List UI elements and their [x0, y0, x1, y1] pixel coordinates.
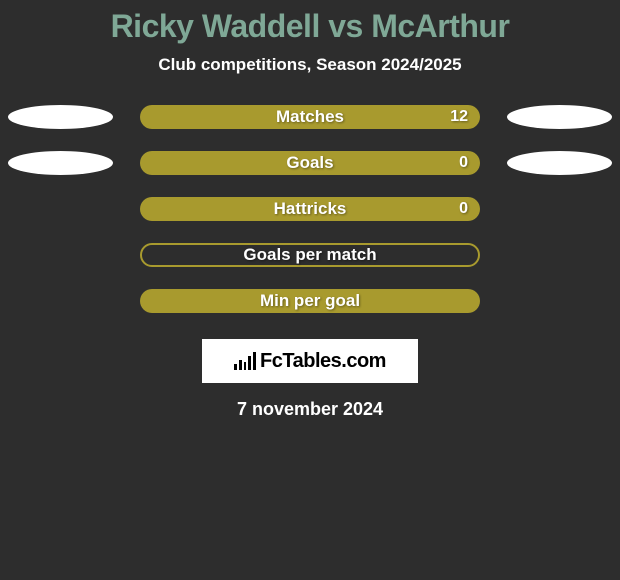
logo-bar [244, 362, 247, 370]
logo-bar [253, 352, 256, 370]
stat-label: Goals per match [243, 245, 376, 265]
player-right-marker [507, 151, 612, 175]
stat-value: 0 [459, 200, 468, 218]
player-right-marker [507, 105, 612, 129]
logo-bar [234, 364, 237, 370]
stat-label: Matches [276, 107, 344, 127]
stat-rows: Matches 12 Goals 0 Hattricks 0 Goals per match… [0, 105, 620, 313]
stat-label: Hattricks [274, 199, 347, 219]
stat-value: 0 [459, 154, 468, 172]
stat-bar: Goals per match [140, 243, 480, 267]
stat-label: Goals [286, 153, 333, 173]
date-label: 7 november 2024 [0, 399, 620, 420]
subtitle: Club competitions, Season 2024/2025 [0, 55, 620, 75]
stat-row: Min per goal [0, 289, 620, 313]
stat-label: Min per goal [260, 291, 360, 311]
stat-bar: Hattricks 0 [140, 197, 480, 221]
comparison-widget: Ricky Waddell vs McArthur Club competiti… [0, 0, 620, 420]
chart-icon [234, 352, 256, 370]
logo-bar [239, 360, 242, 370]
stat-value: 12 [450, 108, 468, 126]
stat-bar: Goals 0 [140, 151, 480, 175]
player-left-marker [8, 151, 113, 175]
logo-bar [248, 356, 251, 370]
page-title: Ricky Waddell vs McArthur [0, 8, 620, 45]
player-left-marker [8, 105, 113, 129]
stat-row: Hattricks 0 [0, 197, 620, 221]
stat-bar: Matches 12 [140, 105, 480, 129]
logo-box: FcTables.com [202, 339, 418, 383]
stat-row: Matches 12 [0, 105, 620, 129]
logo-text: FcTables.com [260, 350, 386, 373]
stat-row: Goals 0 [0, 151, 620, 175]
stat-row: Goals per match [0, 243, 620, 267]
stat-bar: Min per goal [140, 289, 480, 313]
